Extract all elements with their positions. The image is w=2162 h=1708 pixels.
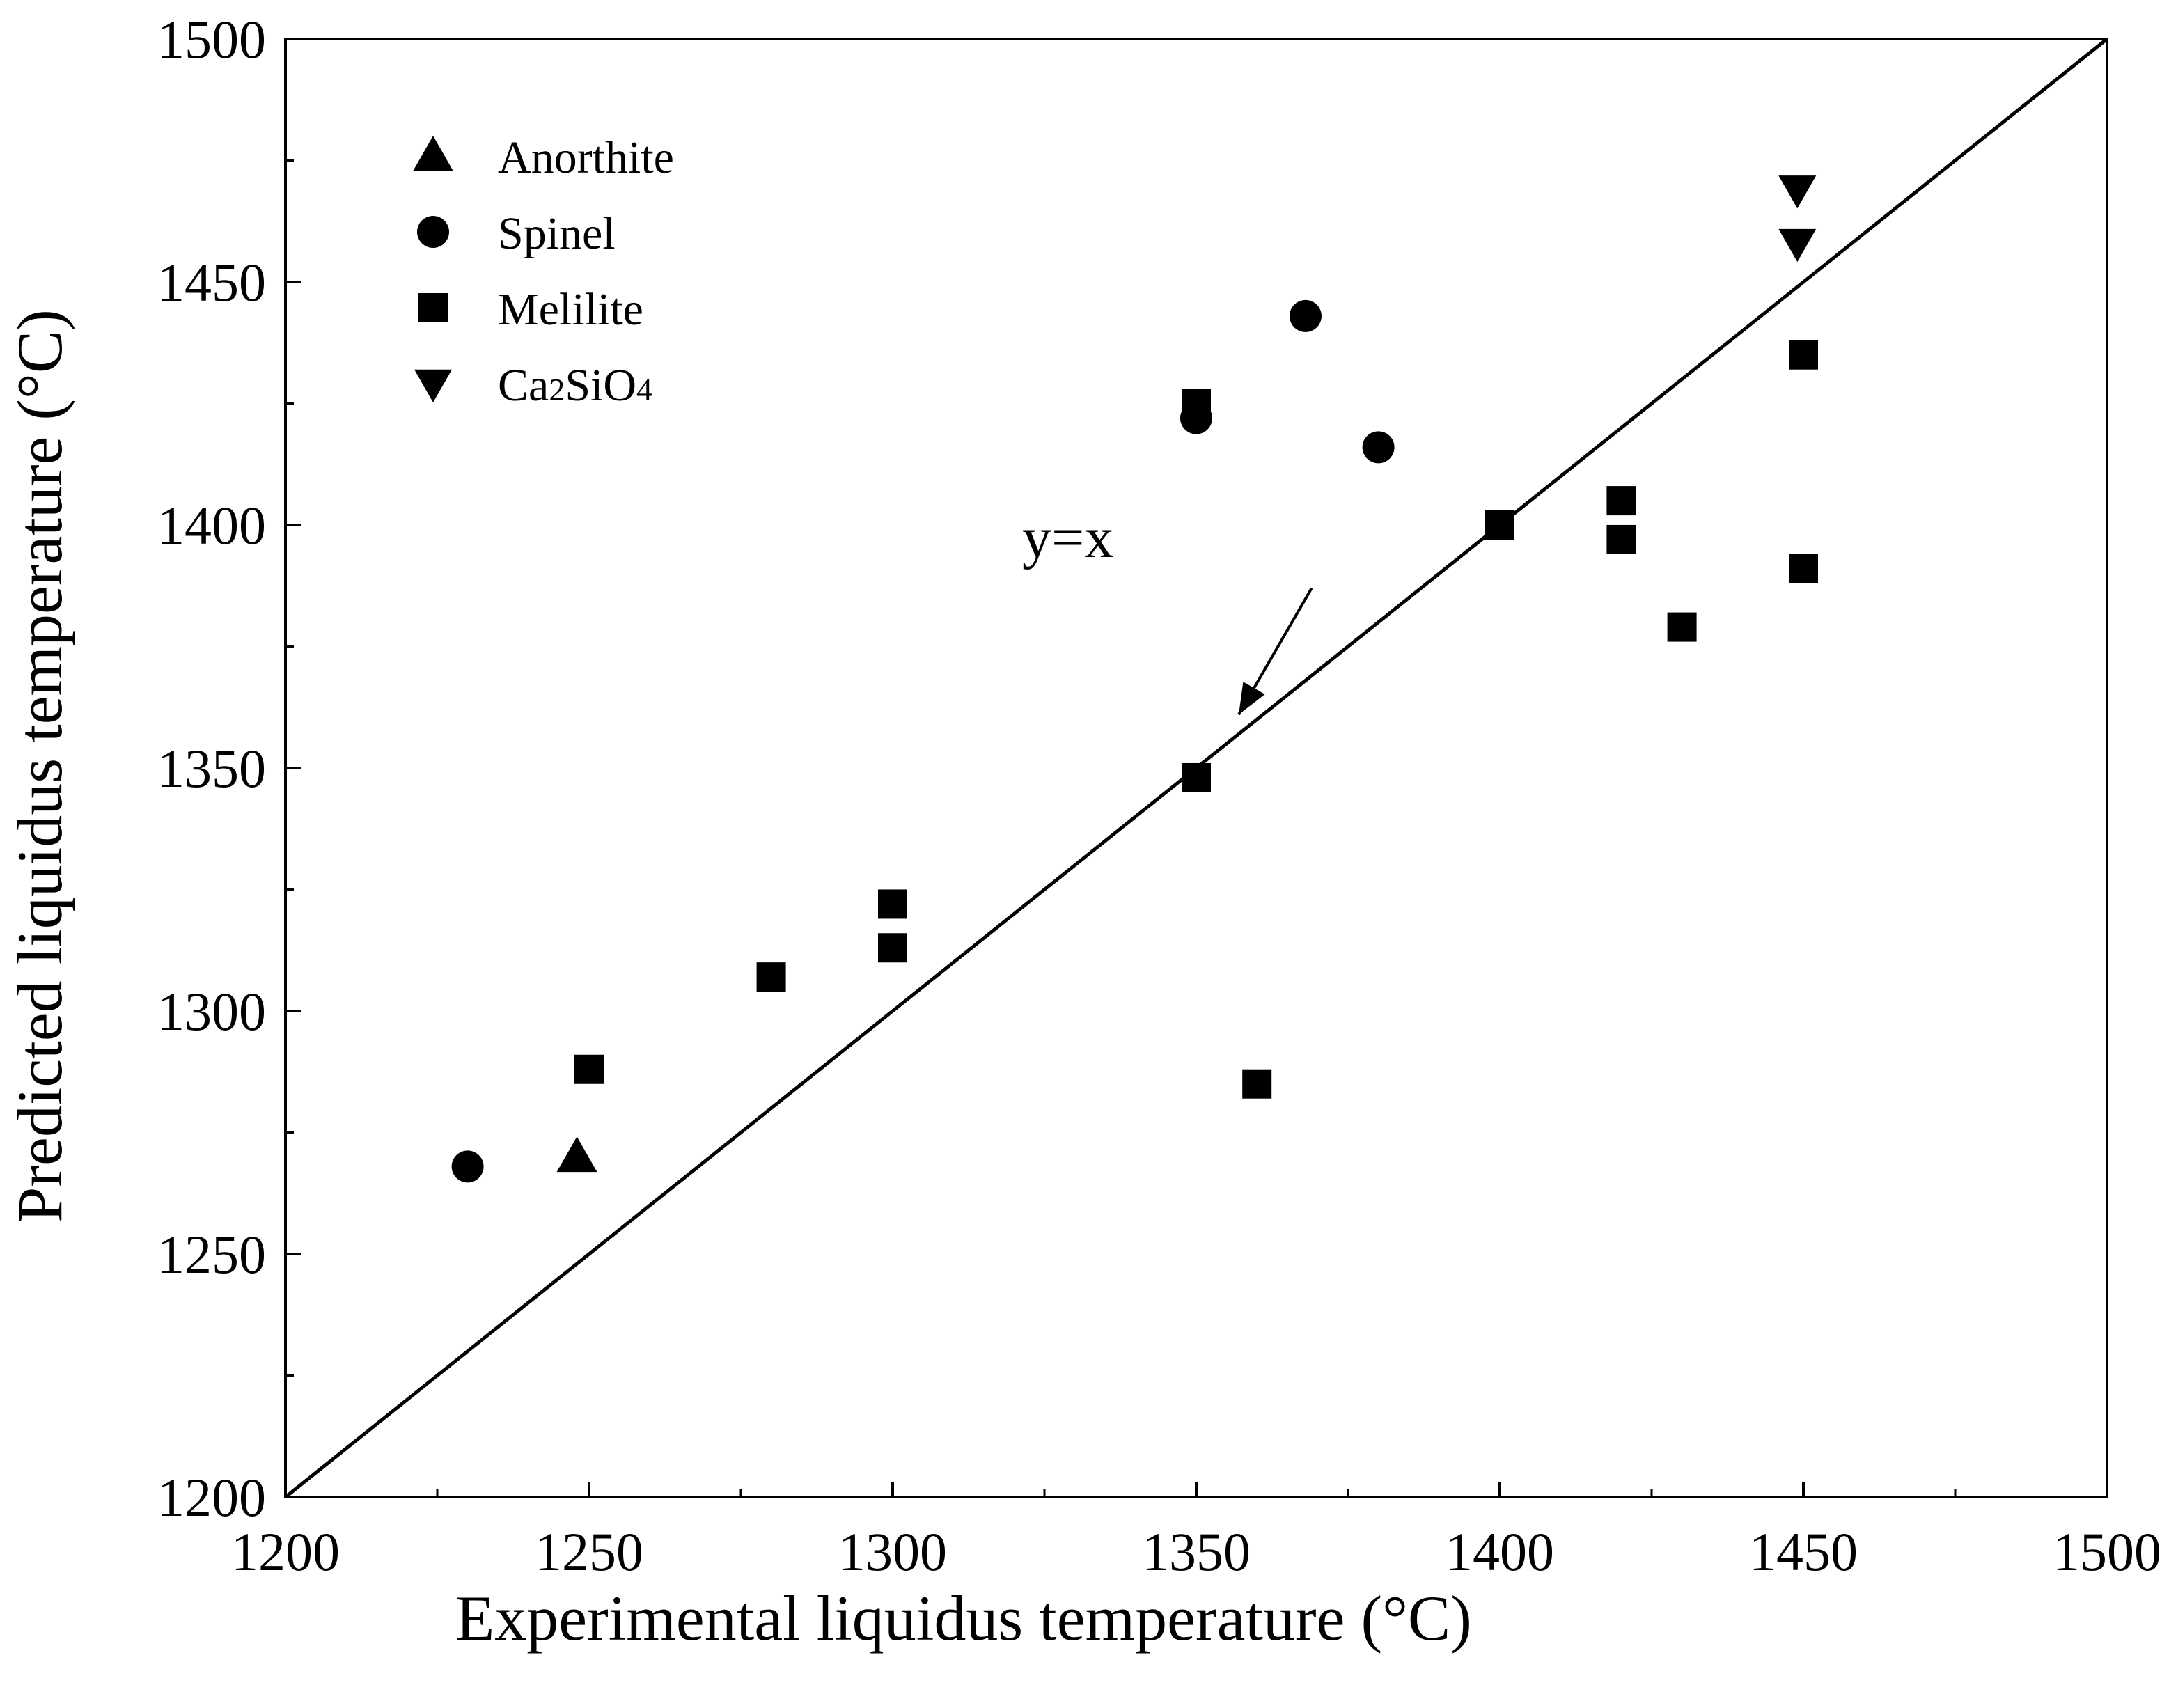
annotation-arrow-head [1239,682,1265,715]
y-tick-label: 1500 [157,9,266,70]
data-point-melilite [1667,612,1697,642]
data-point-melilite [1606,486,1636,516]
data-point-melilite [878,889,907,919]
x-axis-label: Experimental liquidus temperature (°C) [455,1583,1472,1654]
legend-label-anorthite: Anorthite [498,132,674,183]
data-point-spinel [451,1150,484,1183]
y-tick-label: 1300 [157,981,266,1042]
x-tick-label: 1350 [1142,1521,1251,1582]
y-tick-label: 1200 [157,1467,266,1528]
data-point-melilite [1606,524,1636,554]
x-tick-label: 1250 [535,1521,643,1582]
data-point-melilite [878,933,907,963]
y-tick-label: 1450 [157,252,266,313]
annotation-label: y=x [1022,506,1113,570]
x-tick-label: 1300 [838,1521,947,1582]
y-tick-label: 1350 [157,738,266,799]
legend-label-ca2sio4: Ca2SiO4 [498,360,652,411]
legend-marker-spinel [417,216,449,248]
y-axis-label: Predicted liquidus temperature (°C) [4,309,75,1223]
data-point-ca2sio4 [1778,228,1817,263]
data-point-melilite [756,962,786,992]
x-tick-label: 1200 [231,1521,340,1582]
data-point-melilite [1485,510,1514,540]
data-point-melilite [1182,762,1211,792]
legend-marker-ca2sio4 [414,369,452,402]
y-tick-label: 1400 [157,495,266,556]
data-point-anorthite [556,1136,597,1173]
data-point-melilite [1242,1069,1272,1099]
data-point-melilite [574,1054,604,1084]
data-point-spinel [1289,299,1322,332]
legend-label-melilite: Melilite [498,284,643,335]
data-point-spinel [1362,431,1395,464]
x-tick-label: 1400 [1446,1521,1554,1582]
data-point-melilite [1789,340,1818,370]
x-tick-label: 1500 [2053,1521,2161,1582]
data-point-melilite [1182,389,1211,418]
legend-label-spinel: Spinel [498,208,616,259]
data-point-melilite [1789,554,1818,583]
data-point-ca2sio4 [1778,175,1817,209]
legend-marker-melilite [418,293,448,322]
legend-marker-anorthite [413,136,453,171]
y-tick-label: 1250 [157,1224,266,1285]
x-tick-label: 1450 [1749,1521,1858,1582]
